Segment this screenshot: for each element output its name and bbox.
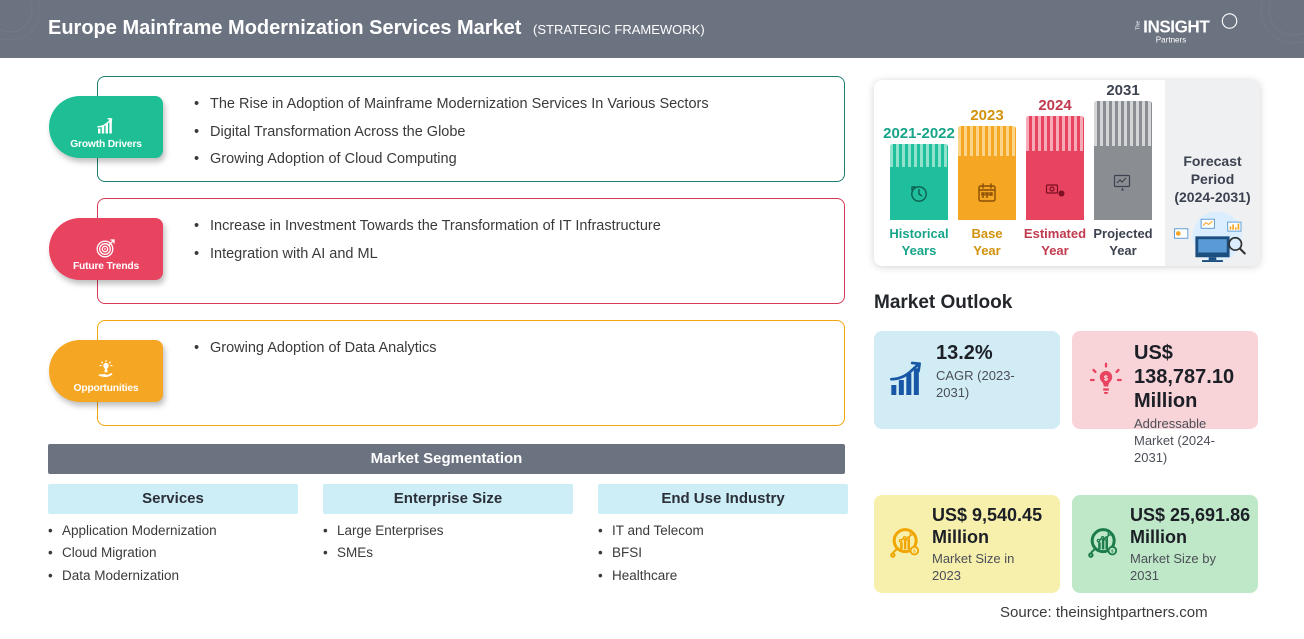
svg-text:INSIGHT: INSIGHT: [1143, 18, 1210, 37]
svg-text:$: $: [1104, 375, 1108, 382]
svg-text:Partners: Partners: [1156, 36, 1187, 45]
svg-text:The: The: [1136, 21, 1142, 30]
